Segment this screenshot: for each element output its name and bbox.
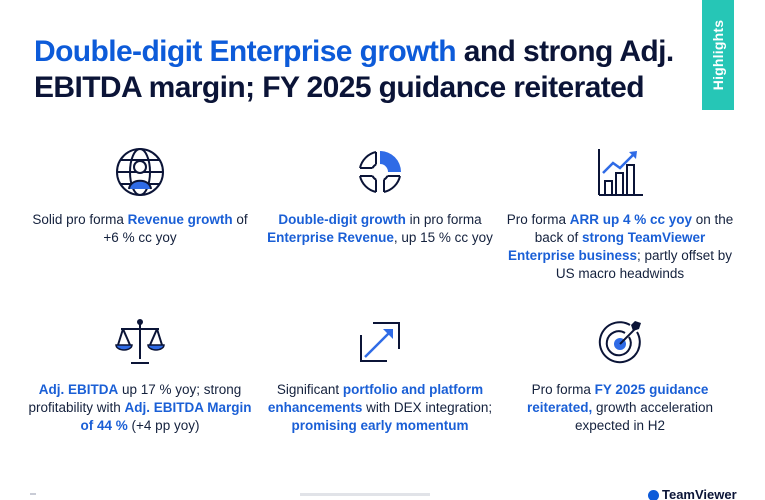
teamviewer-logo: TeamViewer <box>648 488 765 500</box>
footer-page-mark <box>30 493 36 495</box>
ring-chart-icon <box>359 151 401 193</box>
footer-caption <box>300 493 430 496</box>
card-text: Adj. EBITDA up 17 % yoy; strong profitab… <box>28 382 252 433</box>
bar-chart-arrow-icon <box>598 149 643 196</box>
highlight-card-portfolio: Significant portfolio and platform enhan… <box>265 315 495 435</box>
expand-arrow-icon <box>360 322 400 362</box>
card-text: Pro forma FY 2025 guidance reiterated, g… <box>526 382 714 433</box>
target-icon <box>598 321 641 364</box>
logo-text: TeamViewer <box>662 488 737 500</box>
card-text: Significant portfolio and platform enhan… <box>267 382 493 433</box>
title-rest: and strong Adj. EBITDA margin; FY 2025 g… <box>34 35 674 104</box>
card-text: Solid pro forma Revenue growth of +6 % c… <box>32 212 248 245</box>
highlight-card-ebitda: Adj. EBITDA up 17 % yoy; strong profitab… <box>25 315 255 435</box>
highlights-tab-label: Highlights <box>710 19 726 91</box>
highlight-card-enterprise: Double-digit growth in pro forma Enterpr… <box>265 145 495 247</box>
highlight-card-arr: Pro forma ARR up 4 % cc yoy on the back … <box>505 145 735 283</box>
highlight-card-revenue: Solid pro forma Revenue growth of +6 % c… <box>25 145 255 247</box>
balance-scale-icon <box>115 319 165 364</box>
page-title: Double-digit Enterprise growth and stron… <box>34 34 674 106</box>
title-accent: Double-digit Enterprise growth <box>34 35 457 68</box>
highlight-card-guidance: Pro forma FY 2025 guidance reiterated, g… <box>505 315 735 435</box>
highlights-tab: Highlights <box>702 0 734 110</box>
card-text: Double-digit growth in pro forma Enterpr… <box>267 212 493 245</box>
globe-person-icon <box>116 148 164 196</box>
card-text: Pro forma ARR up 4 % cc yoy on the back … <box>506 212 734 281</box>
logo-mark-icon <box>648 490 659 500</box>
